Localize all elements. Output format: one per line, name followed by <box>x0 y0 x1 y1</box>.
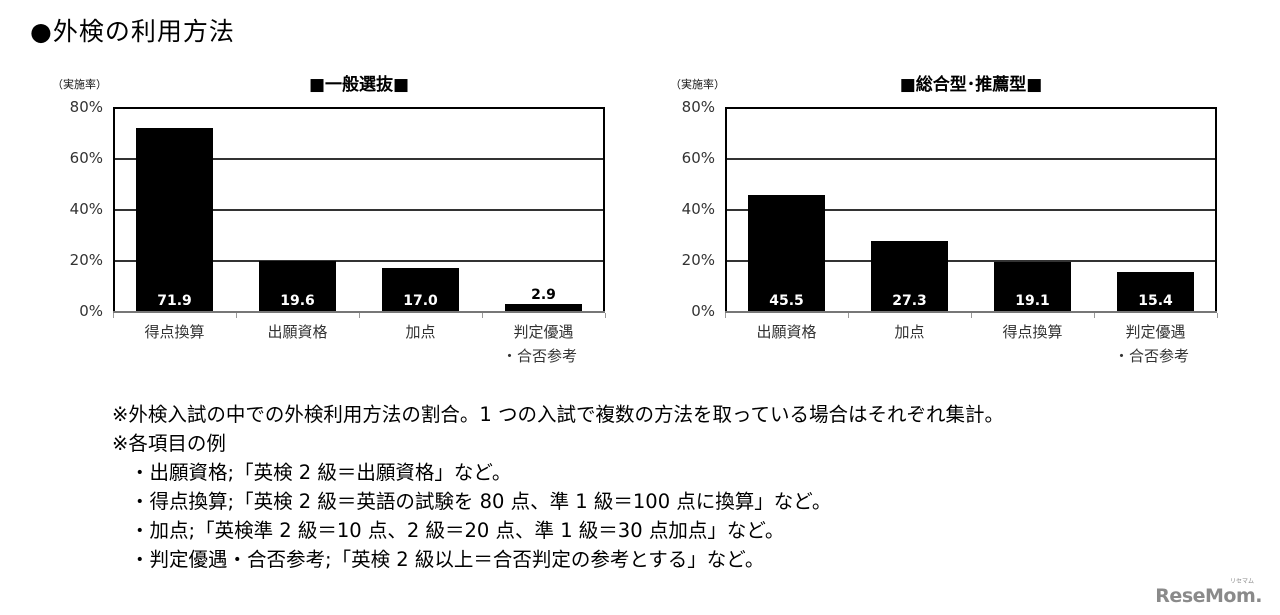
bar-value-label: 15.4 <box>1138 292 1173 309</box>
resemom-logo: リセマム ReseMom. <box>1155 578 1262 607</box>
x-category-label: 得点換算 <box>113 320 236 344</box>
bar: 27.3 <box>871 241 948 311</box>
logo-ruby: リセマム <box>1229 578 1254 585</box>
x-category-label: 出願資格 <box>236 320 359 344</box>
note-line-1: ※外検入試の中での外検利用方法の割合。1 つの入試で複数の方法を取っている場合は… <box>112 403 1004 426</box>
bar: 2.9 <box>505 287 582 311</box>
x-tick-mark <box>113 313 114 318</box>
y-tick-label: 20% <box>69 251 103 269</box>
x-category-label-line: 出願資格 <box>756 323 817 341</box>
note-item: ・得点換算;「英検 2 級＝英語の試験を 80 点、準 1 級＝100 点に換算… <box>130 490 832 513</box>
bar-value-label: 45.5 <box>769 292 804 309</box>
y-axis-unit-label: （実施率） <box>52 78 107 91</box>
x-tick-mark <box>605 313 606 318</box>
note-item: ・判定優遇・合否参考;「英検 2 級以上＝合否判定の参考とする」など。 <box>130 548 765 571</box>
note-item: ・加点;「英検準 2 級＝10 点、2 級＝20 点、準 1 級＝30 点加点」… <box>130 519 785 542</box>
note-item: ・出願資格;「英検 2 級＝出願資格」など。 <box>130 461 512 484</box>
x-tick-mark <box>848 313 849 318</box>
x-category-label: 判定優遇・合否参考 <box>1094 320 1217 368</box>
page-title: ●外検の利用方法 <box>30 17 235 46</box>
bar: 45.5 <box>748 194 825 311</box>
x-axis-line <box>113 311 605 313</box>
x-tick-mark <box>971 313 972 318</box>
y-tick-label: 20% <box>681 251 715 269</box>
x-category-label: 加点 <box>359 320 482 344</box>
chart-comprehensive-recommendation: （実施率） ■総合型･推薦型■ 80% 60% 40% 20% 0% 45.5 出願資格 27.3… <box>612 66 1222 386</box>
x-category-label: 得点換算 <box>971 320 1094 344</box>
x-category-label-line: 得点換算 <box>1002 323 1063 341</box>
bar-value-label: 2.9 <box>531 286 556 303</box>
bar: 15.4 <box>1117 271 1194 311</box>
bar-value-label: 19.1 <box>1015 292 1050 309</box>
x-category-label: 出願資格 <box>725 320 848 344</box>
x-category-label-line: ・合否参考 <box>1113 347 1189 365</box>
x-tick-mark <box>1094 313 1095 318</box>
x-category-label-line: 判定優遇 <box>513 323 574 341</box>
bar: 19.6 <box>259 261 336 311</box>
y-tick-label: 0% <box>691 302 715 320</box>
bar: 19.1 <box>994 262 1071 311</box>
x-category-label-line: 加点 <box>894 323 925 341</box>
y-tick-label: 80% <box>681 98 715 116</box>
x-tick-mark <box>1217 313 1218 318</box>
x-category-label-line: 出願資格 <box>267 323 328 341</box>
gridline <box>115 158 603 160</box>
x-tick-mark <box>359 313 360 318</box>
notes: ※外検入試の中での外検利用方法の割合。1 つの入試で複数の方法を取っている場合は… <box>112 400 1004 574</box>
note-line-2: ※各項目の例 <box>112 432 226 455</box>
bar-value-label: 19.6 <box>280 292 315 309</box>
x-category-label-line: 判定優遇 <box>1125 323 1186 341</box>
logo-text: ReseMom. <box>1155 585 1262 607</box>
bar-value-label: 71.9 <box>157 292 192 309</box>
bar: 71.9 <box>136 127 213 311</box>
y-tick-label: 80% <box>69 98 103 116</box>
bar-value-label: 17.0 <box>403 292 438 309</box>
chart-title: ■一般選抜■ <box>308 75 410 95</box>
chart-general-selection: （実施率） ■一般選抜■ 80% 60% 40% 20% 0% 71.9 得点換算 19.6 出願資… <box>0 66 610 386</box>
bar: 17.0 <box>382 267 459 311</box>
chart-title: ■総合型･推薦型■ <box>899 75 1043 95</box>
y-tick-label: 40% <box>69 200 103 218</box>
gridline <box>115 260 603 262</box>
bar-value-label: 27.3 <box>892 292 927 309</box>
gridline <box>727 260 1215 262</box>
y-tick-label: 60% <box>681 149 715 167</box>
gridline <box>727 209 1215 211</box>
x-category-label: 加点 <box>848 320 971 344</box>
x-category-label: 判定優遇・合否参考 <box>482 320 605 368</box>
x-axis-line <box>725 311 1217 313</box>
y-axis-unit-label: （実施率） <box>670 78 725 91</box>
x-tick-mark <box>236 313 237 318</box>
gridline <box>115 209 603 211</box>
x-tick-mark <box>725 313 726 318</box>
x-tick-mark <box>482 313 483 318</box>
gridline <box>727 158 1215 160</box>
x-category-label-line: ・合否参考 <box>501 347 577 365</box>
y-tick-label: 40% <box>681 200 715 218</box>
y-tick-label: 60% <box>69 149 103 167</box>
y-tick-label: 0% <box>79 302 103 320</box>
x-category-label-line: 加点 <box>405 323 436 341</box>
x-category-label-line: 得点換算 <box>144 323 205 341</box>
